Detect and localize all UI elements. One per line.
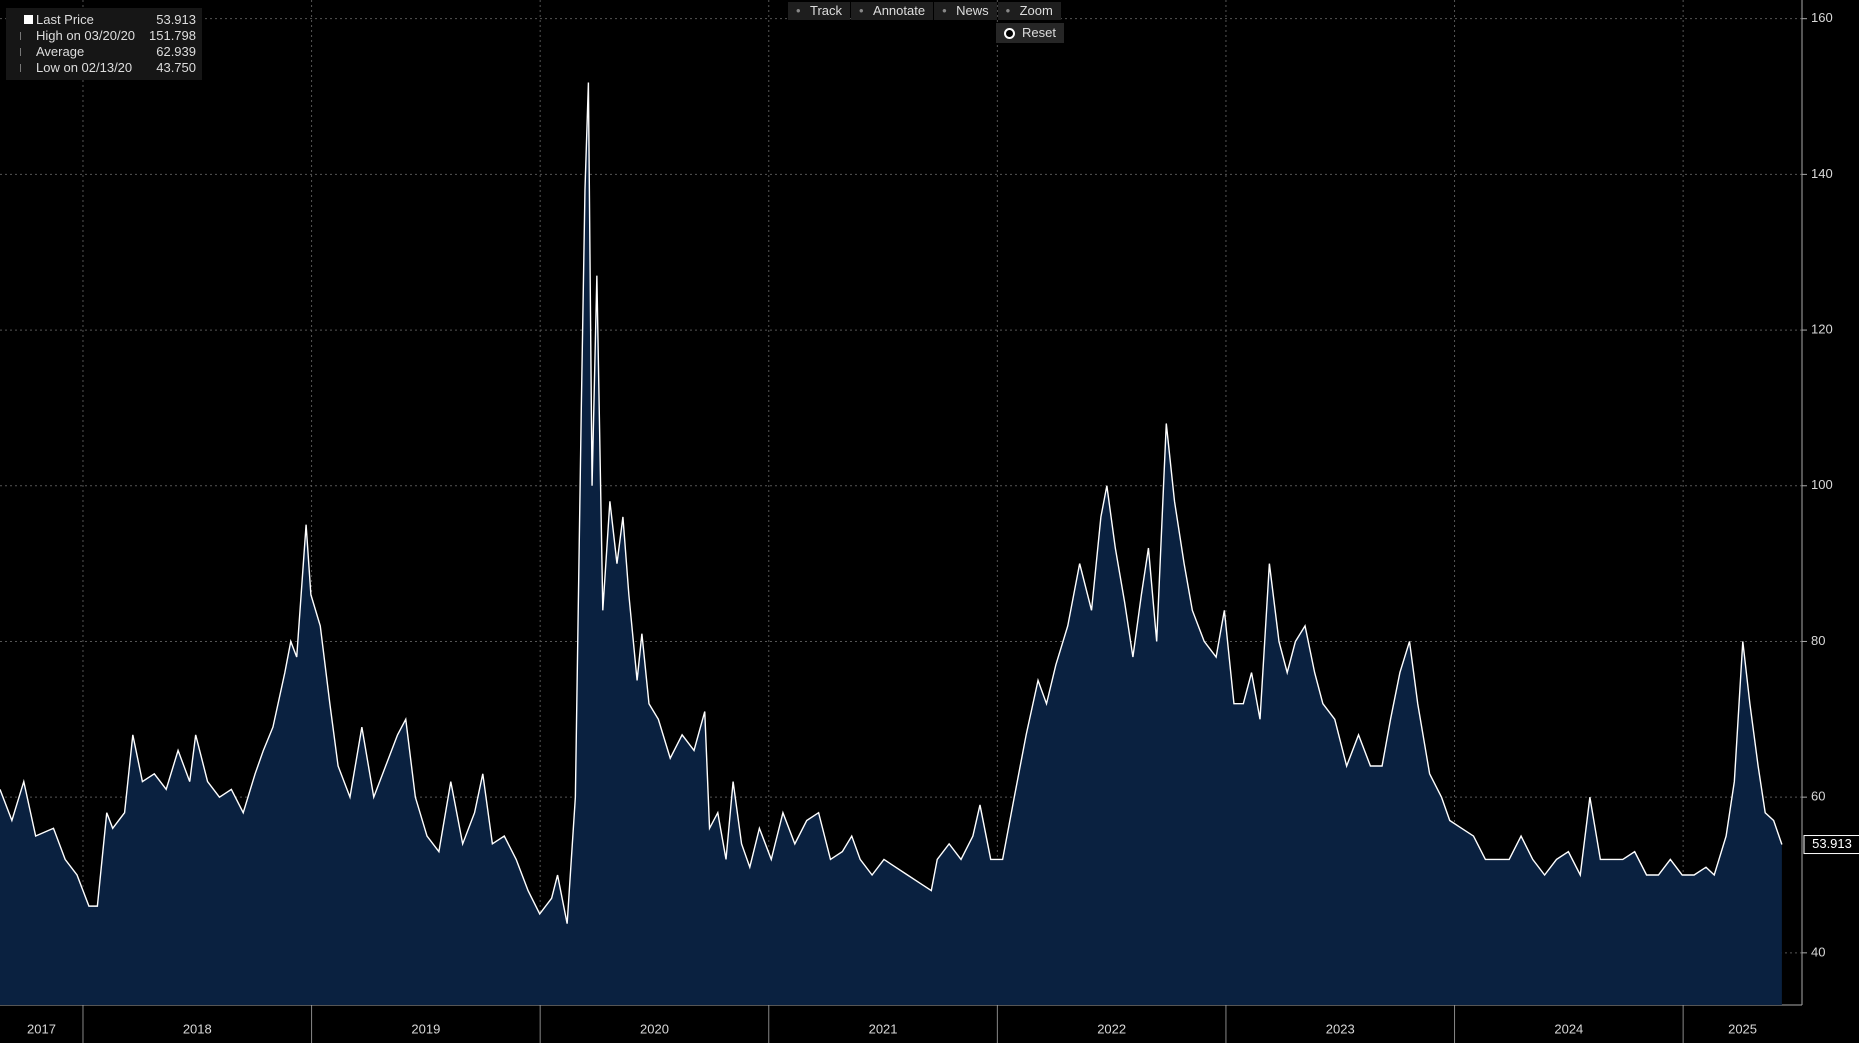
toolbar-button[interactable]: News [934, 2, 997, 20]
area [0, 82, 1782, 1005]
toolbar-button[interactable]: Zoom [997, 2, 1061, 20]
legend-item: High on 03/20/20 151.798 [6, 28, 202, 44]
toolbar-button[interactable]: Annotate [851, 2, 934, 20]
x-tick-label: 2020 [640, 1021, 669, 1036]
x-tick-label: 2023 [1326, 1021, 1355, 1036]
legend-value: 62.939 [156, 44, 196, 59]
toolbar: TrackAnnotateNewsZoom [788, 2, 1062, 20]
legend-value: 151.798 [149, 28, 196, 43]
reset-button[interactable]: Reset [996, 23, 1064, 43]
last-price-label: 53.913 [1812, 836, 1852, 851]
legend: Last Price 53.913 High on 03/20/20 151.798 A… [6, 8, 202, 80]
toolbar-button[interactable]: Track [788, 2, 851, 20]
x-tick-label: 2017 [27, 1021, 56, 1036]
x-tick-label: 2024 [1554, 1021, 1583, 1036]
legend-label: Low on 02/13/20 [36, 60, 133, 75]
y-tick-label: 80 [1811, 633, 1825, 648]
line [0, 82, 1783, 924]
legend-item: Low on 02/13/20 43.750 [6, 60, 202, 76]
legend-value: 43.750 [156, 60, 196, 75]
legend-label: High on 03/20/20 [36, 28, 136, 43]
y-tick-label: 120 [1811, 322, 1833, 337]
x-tick-label: 2019 [411, 1021, 440, 1036]
x-tick-label: 2018 [183, 1021, 212, 1036]
x-tick-label: 2022 [1097, 1021, 1126, 1036]
y-tick-label: 60 [1811, 789, 1825, 804]
legend-value: 53.913 [156, 12, 196, 27]
y-tick-label: 160 [1811, 10, 1833, 25]
legend-label: Average [36, 44, 85, 59]
y-tick-label: 40 [1811, 944, 1825, 959]
y-tick-label: 140 [1811, 166, 1833, 181]
legend-item: Average 62.939 [6, 44, 202, 60]
y-tick-label: 100 [1811, 477, 1833, 492]
legend-item: Last Price 53.913 [6, 12, 202, 28]
x-tick-label: 2025 [1728, 1021, 1757, 1036]
x-tick-label: 2021 [869, 1021, 898, 1036]
last-price-box [1803, 835, 1859, 855]
legend-label: Last Price [36, 12, 94, 27]
